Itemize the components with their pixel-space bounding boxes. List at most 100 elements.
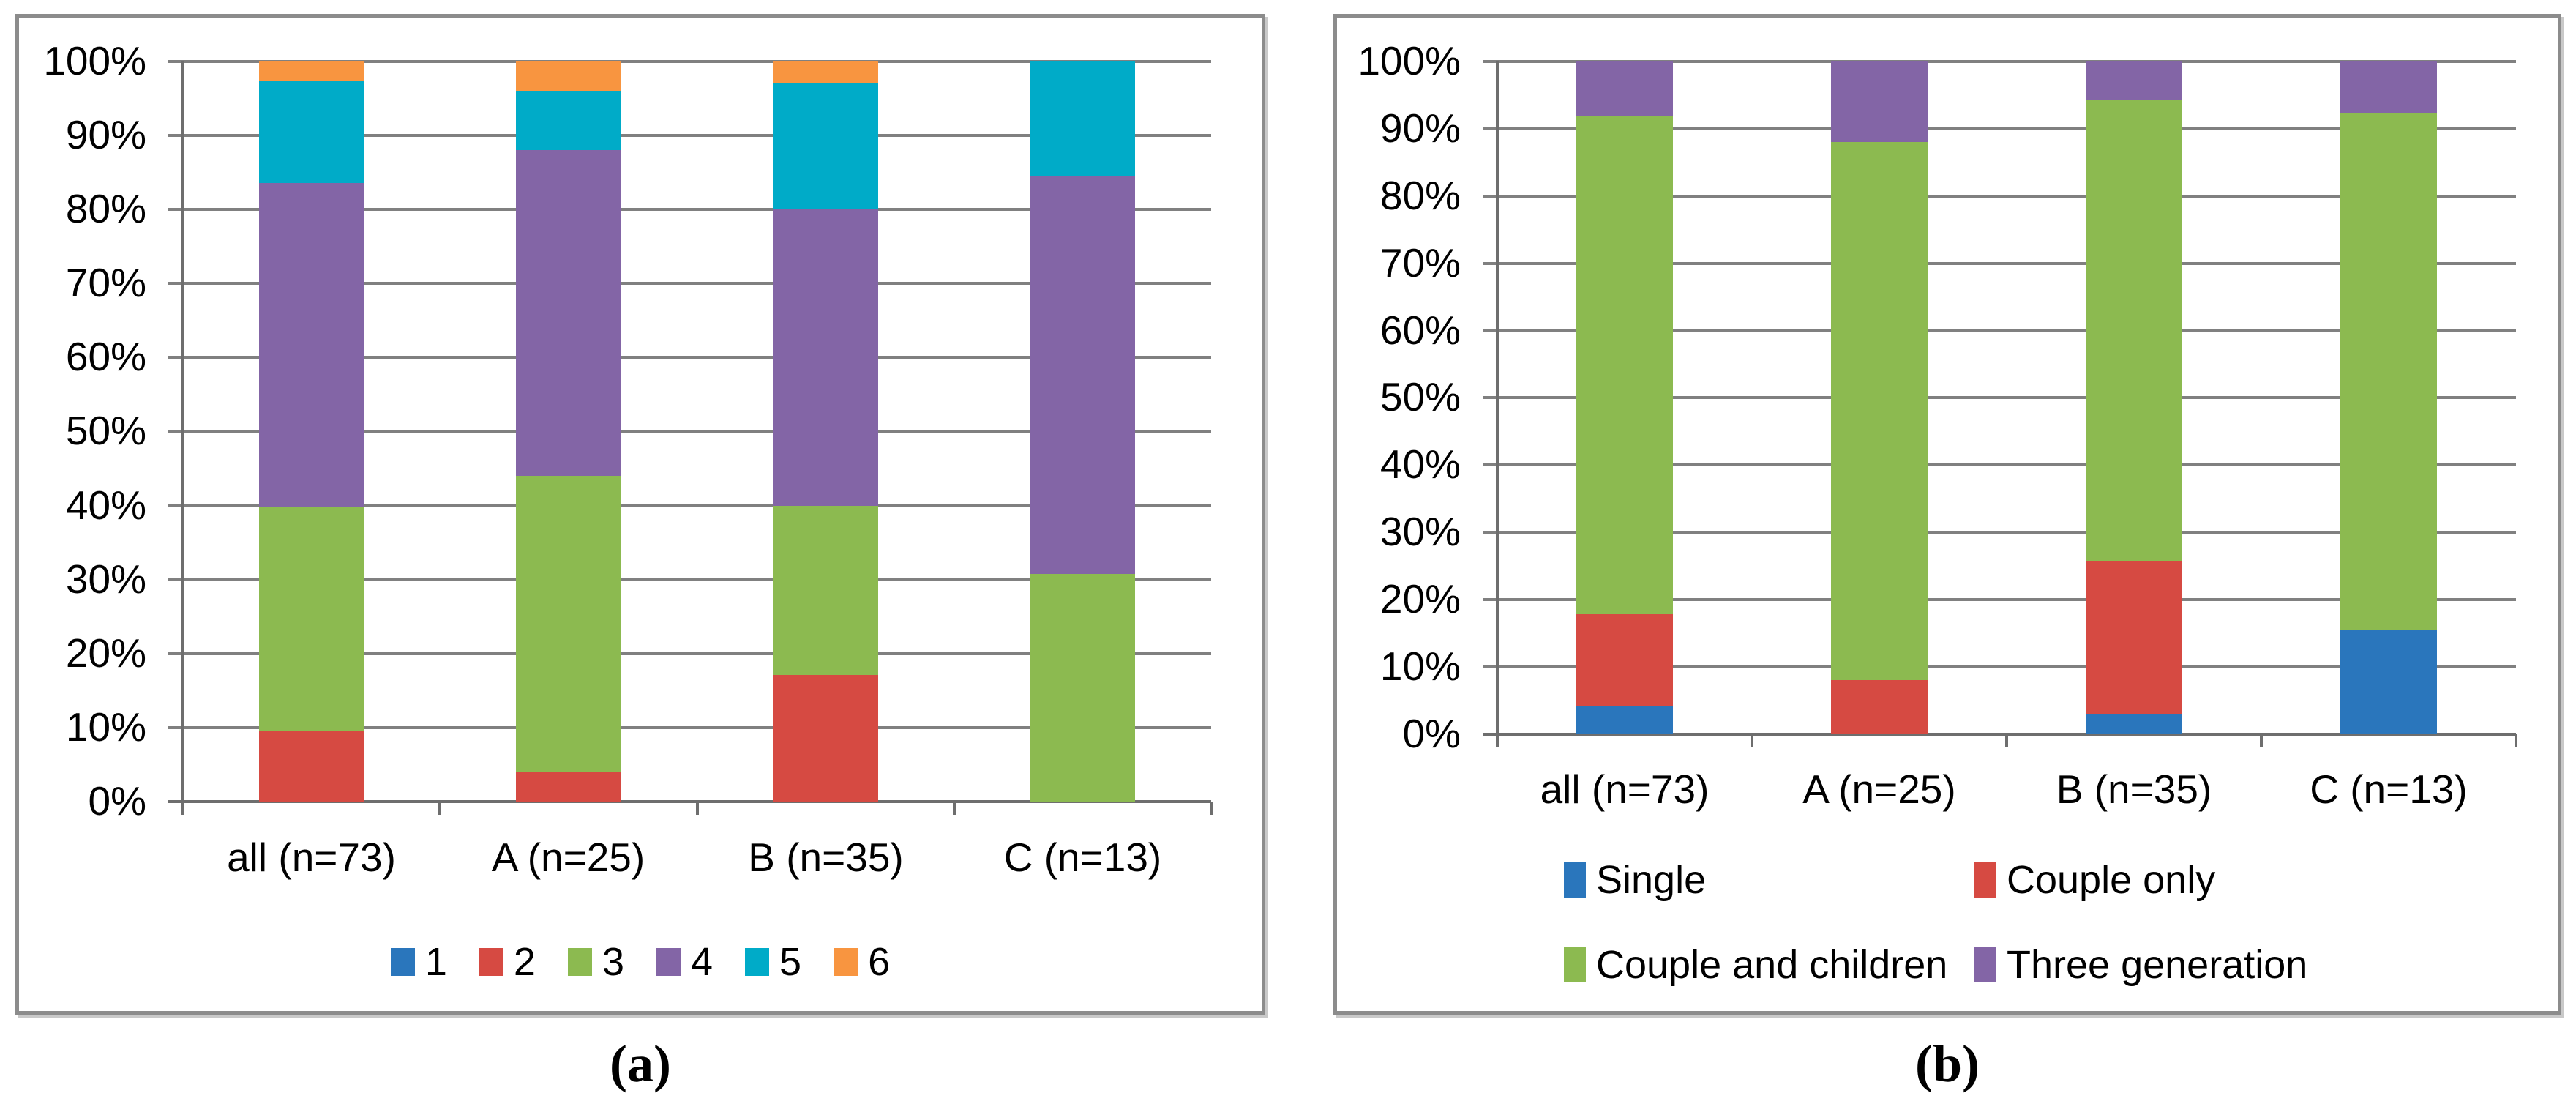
bar-segment-4	[259, 183, 364, 508]
legend-item: Couple only	[1974, 859, 2215, 900]
bar-segment-Three generation	[2340, 61, 2437, 113]
bar-segment-5	[773, 83, 878, 210]
legend-swatch-3	[567, 948, 592, 976]
bar-segment-3	[259, 507, 364, 731]
bar-segment-Single	[1576, 706, 1673, 734]
category-label: all (n=73)	[1540, 766, 1710, 812]
y-tick-label: 30%	[65, 556, 146, 602]
category-label: C (n=13)	[2310, 766, 2468, 812]
gridline-40%	[168, 504, 1211, 507]
caption-a: (a)	[610, 1034, 671, 1093]
gridline-10%	[1483, 665, 2516, 668]
bar-segment-4	[1030, 175, 1135, 574]
gridline-80%	[1483, 195, 2516, 198]
category-label: C (n=13)	[1003, 835, 1162, 880]
gridline-0%	[1483, 733, 2516, 736]
bar-segment-Couple only	[1576, 614, 1673, 707]
category-label: all (n=73)	[227, 835, 396, 880]
gridline-100%	[168, 60, 1211, 63]
bar-segment-4	[516, 150, 621, 477]
gridline-60%	[168, 356, 1211, 359]
bar-segment-Single	[2340, 630, 2437, 734]
y-tick-label: 20%	[1379, 576, 1461, 622]
chart-b-panel: 0% 10% 20% 30% 40% 50% 60% 70% 80% 90% 100% all (n=…	[1333, 14, 2561, 1015]
y-tick-label: 40%	[65, 482, 146, 528]
bar-all (n=73)	[1576, 61, 1673, 734]
bar-segment-3	[1030, 573, 1135, 802]
gridline-30%	[1483, 531, 2516, 534]
legend-item: Three generation	[1974, 944, 2307, 985]
legend-label: 3	[602, 940, 624, 984]
bar-segment-2	[516, 772, 621, 802]
legend-swatch-Couple and children	[1564, 947, 1586, 982]
chart-b-plot: 0% 10% 20% 30% 40% 50% 60% 70% 80% 90% 100%	[1358, 41, 2517, 754]
gridline-40%	[1483, 463, 2516, 466]
bar-segment-Three generation	[1831, 61, 1928, 143]
legend-label: Couple only	[2007, 858, 2216, 902]
chart-a-panel: 0% 10% 20% 30% 40% 50% 60% 70% 80% 90% 100% all (n=…	[15, 14, 1265, 1015]
caption-b: (b)	[1915, 1034, 1980, 1093]
legend-item: 5	[745, 941, 801, 982]
gridline-20%	[1483, 598, 2516, 601]
gridline-60%	[1483, 329, 2516, 332]
legend-item: Single	[1564, 859, 1706, 900]
bar-C (n=13)	[1030, 61, 1135, 802]
legend-label: 6	[868, 940, 891, 984]
x-axis-tick	[696, 802, 699, 815]
y-tick-label: 0%	[1402, 711, 1461, 756]
gridline-10%	[168, 726, 1211, 729]
bar-segment-2	[259, 730, 364, 802]
gridline-30%	[168, 578, 1211, 581]
category-label: B (n=35)	[748, 835, 904, 880]
bar-segment-Couple only	[1831, 680, 1928, 734]
legend-swatch-6	[834, 948, 858, 976]
gridline-70%	[168, 282, 1211, 285]
legend-swatch-4	[656, 948, 681, 976]
bar-A (n=25)	[1831, 61, 1928, 734]
y-axis-line	[1496, 61, 1499, 747]
gridline-80%	[168, 208, 1211, 211]
y-tick-label: 80%	[1379, 173, 1461, 218]
bar-segment-Couple and children	[1576, 116, 1673, 615]
y-tick-label: 10%	[1379, 643, 1461, 689]
legend-swatch-Single	[1564, 862, 1586, 898]
legend-label: Couple and children	[1596, 943, 1948, 987]
y-tick-label: 100%	[1358, 38, 1461, 83]
legend-swatch-2	[479, 948, 503, 976]
bar-segment-5	[516, 91, 621, 151]
x-axis-tick	[2515, 734, 2517, 747]
legend-label: 4	[691, 940, 714, 984]
bar-all (n=73)	[259, 61, 364, 802]
gridline-50%	[1483, 396, 2516, 399]
chart-a-plot: 0% 10% 20% 30% 40% 50% 60% 70% 80% 90% 100%	[43, 41, 1213, 821]
bar-segment-Three generation	[2086, 61, 2182, 100]
y-tick-label: 30%	[1379, 509, 1461, 554]
y-tick-label: 80%	[65, 186, 146, 231]
category-label: A (n=25)	[491, 835, 645, 880]
chart-a-legend: 1 2 3 4 5 6	[19, 941, 1262, 982]
y-tick-label: 10%	[65, 704, 146, 750]
legend-swatch-5	[745, 948, 770, 976]
bar-segment-Three generation	[1576, 61, 1673, 117]
bar-segment-3	[516, 476, 621, 772]
y-tick-label: 100%	[43, 38, 146, 83]
legend-label: Three generation	[2007, 943, 2308, 987]
bar-segment-Couple and children	[2086, 100, 2182, 561]
legend-label: 1	[424, 940, 447, 984]
bar-segment-4	[773, 209, 878, 506]
y-tick-label: 70%	[65, 260, 146, 305]
legend-item: 4	[656, 941, 713, 982]
legend-swatch-1	[390, 948, 415, 976]
y-tick-label: 90%	[1379, 105, 1461, 151]
legend-item: 6	[834, 941, 890, 982]
gridline-100%	[1483, 60, 2516, 63]
legend-item: 1	[390, 940, 447, 984]
legend-label: 2	[513, 940, 536, 984]
legend-swatch-Couple only	[1974, 862, 1996, 898]
gridline-70%	[1483, 262, 2516, 265]
y-tick-label: 70%	[1379, 240, 1461, 286]
gridline-90%	[168, 134, 1211, 137]
bar-segment-3	[773, 505, 878, 676]
bar-segment-5	[1030, 61, 1135, 176]
